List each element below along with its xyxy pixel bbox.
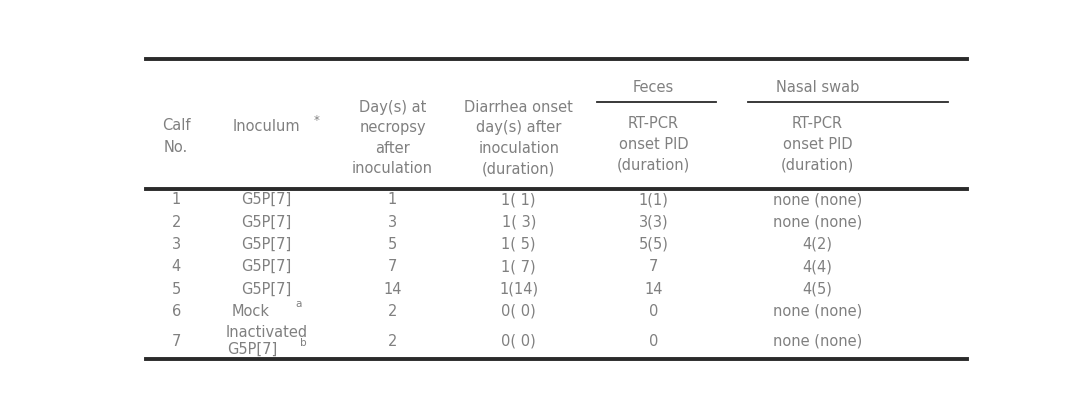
Text: 7: 7 [172, 334, 181, 349]
Text: 3: 3 [388, 215, 397, 230]
Text: 1: 1 [388, 192, 397, 207]
Text: 4(2): 4(2) [803, 237, 833, 252]
Text: 5: 5 [172, 282, 180, 297]
Text: 1(14): 1(14) [500, 282, 539, 297]
Text: 1: 1 [172, 192, 180, 207]
Text: 14: 14 [383, 282, 402, 297]
Text: 5(5): 5(5) [639, 237, 668, 252]
Text: 2: 2 [388, 304, 397, 319]
Text: b: b [300, 337, 306, 348]
Text: 6: 6 [172, 304, 180, 319]
Text: a: a [295, 300, 302, 309]
Text: 4(4): 4(4) [803, 259, 833, 274]
Text: Inactivated: Inactivated [225, 325, 307, 340]
Text: none (none): none (none) [773, 304, 862, 319]
Text: 4(5): 4(5) [803, 282, 833, 297]
Text: Inoculum: Inoculum [232, 119, 300, 134]
Text: G5P[7]: G5P[7] [241, 282, 291, 297]
Text: none (none): none (none) [773, 215, 862, 230]
Text: Day(s) at
necropsy
after
inoculation: Day(s) at necropsy after inoculation [352, 100, 433, 176]
Text: Feces: Feces [633, 80, 674, 95]
Text: 1( 1): 1( 1) [502, 192, 536, 207]
Text: Calf
No.: Calf No. [162, 118, 190, 155]
Text: G5P[7]: G5P[7] [241, 215, 291, 230]
Text: 4: 4 [172, 259, 180, 274]
Text: 1( 7): 1( 7) [502, 259, 536, 274]
Text: 0( 0): 0( 0) [502, 334, 536, 349]
Text: G5P[7]: G5P[7] [241, 237, 291, 252]
Text: 2: 2 [388, 334, 397, 349]
Text: 3: 3 [172, 237, 180, 252]
Text: 1( 5): 1( 5) [502, 237, 536, 252]
Text: 1( 3): 1( 3) [502, 215, 535, 230]
Text: RT-PCR
onset PID
(duration): RT-PCR onset PID (duration) [781, 116, 854, 172]
Text: 7: 7 [388, 259, 397, 274]
Text: 0: 0 [648, 304, 658, 319]
Text: 0( 0): 0( 0) [502, 304, 536, 319]
Text: Diarrhea onset
day(s) after
inoculation
(duration): Diarrhea onset day(s) after inoculation … [464, 100, 573, 176]
Text: 3(3): 3(3) [639, 215, 668, 230]
Text: *: * [314, 114, 319, 127]
Text: Nasal swab: Nasal swab [775, 80, 859, 95]
Text: G5P[7]: G5P[7] [241, 259, 291, 274]
Text: RT-PCR
onset PID
(duration): RT-PCR onset PID (duration) [617, 116, 690, 172]
Text: 0: 0 [648, 334, 658, 349]
Text: 5: 5 [388, 237, 397, 252]
Text: 7: 7 [648, 259, 658, 274]
Text: G5P[7]: G5P[7] [241, 192, 291, 207]
Text: 2: 2 [172, 215, 181, 230]
Text: Mock: Mock [232, 304, 270, 319]
Text: none (none): none (none) [773, 334, 862, 349]
Text: none (none): none (none) [773, 192, 862, 207]
Text: 14: 14 [644, 282, 662, 297]
Text: G5P[7]: G5P[7] [228, 342, 278, 357]
Text: 1(1): 1(1) [639, 192, 668, 207]
